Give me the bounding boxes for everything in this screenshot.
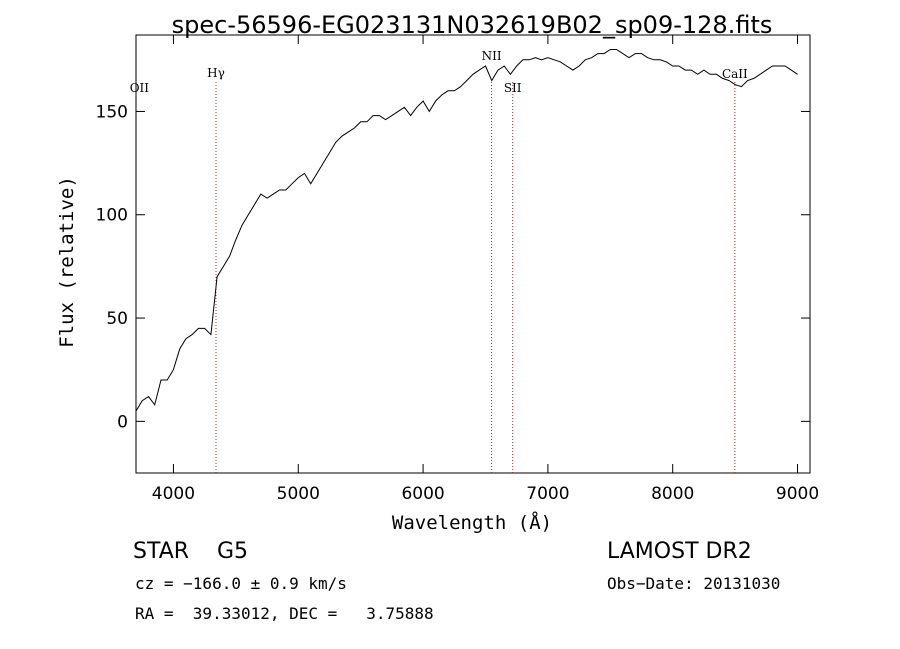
x-tick-label: 9000 (776, 484, 819, 504)
x-tick-label: 7000 (526, 484, 569, 504)
line-marker-label: NII (482, 49, 502, 63)
line-marker-label: CaII (722, 67, 748, 81)
line-marker-label: SII (504, 81, 522, 95)
y-tick-label: 150 (96, 102, 128, 122)
axis-ticks: 4000 5000 6000 7000 8000 9000 0 50 100 150 (96, 35, 819, 504)
x-tick-label: 5000 (277, 484, 320, 504)
y-tick-label: 0 (117, 412, 128, 432)
plot-frame (135, 34, 811, 474)
y-tick-label: 100 (96, 206, 128, 226)
spectrum-series (135, 49, 798, 412)
chart-title: spec-56596-EG023131N032619B02_sp09-128.f… (172, 11, 773, 39)
redshift-velocity: cz = −166.0 ± 0.9 km/s (135, 574, 347, 593)
spectrum-line-0 (135, 49, 798, 412)
x-tick-label: 6000 (401, 484, 444, 504)
y-axis-label: Flux (relative) (56, 176, 78, 348)
line-marker-label: Hγ (207, 66, 225, 80)
observation-date: Obs−Date: 20131030 (607, 574, 781, 593)
ra-dec-coordinates: RA = 39.33012, DEC = 3.75888 (135, 604, 434, 623)
y-tick-label: 50 (106, 309, 128, 329)
x-tick-label: 8000 (651, 484, 694, 504)
line-markers: OII Hγ NII SII CaII (130, 49, 748, 473)
object-class: STAR G5 (133, 539, 249, 564)
x-tick-label: 4000 (152, 484, 195, 504)
line-marker-label: OII (130, 81, 150, 95)
x-axis-label: Wavelength (Å) (392, 511, 552, 534)
survey-name: LAMOST DR2 (607, 539, 752, 564)
